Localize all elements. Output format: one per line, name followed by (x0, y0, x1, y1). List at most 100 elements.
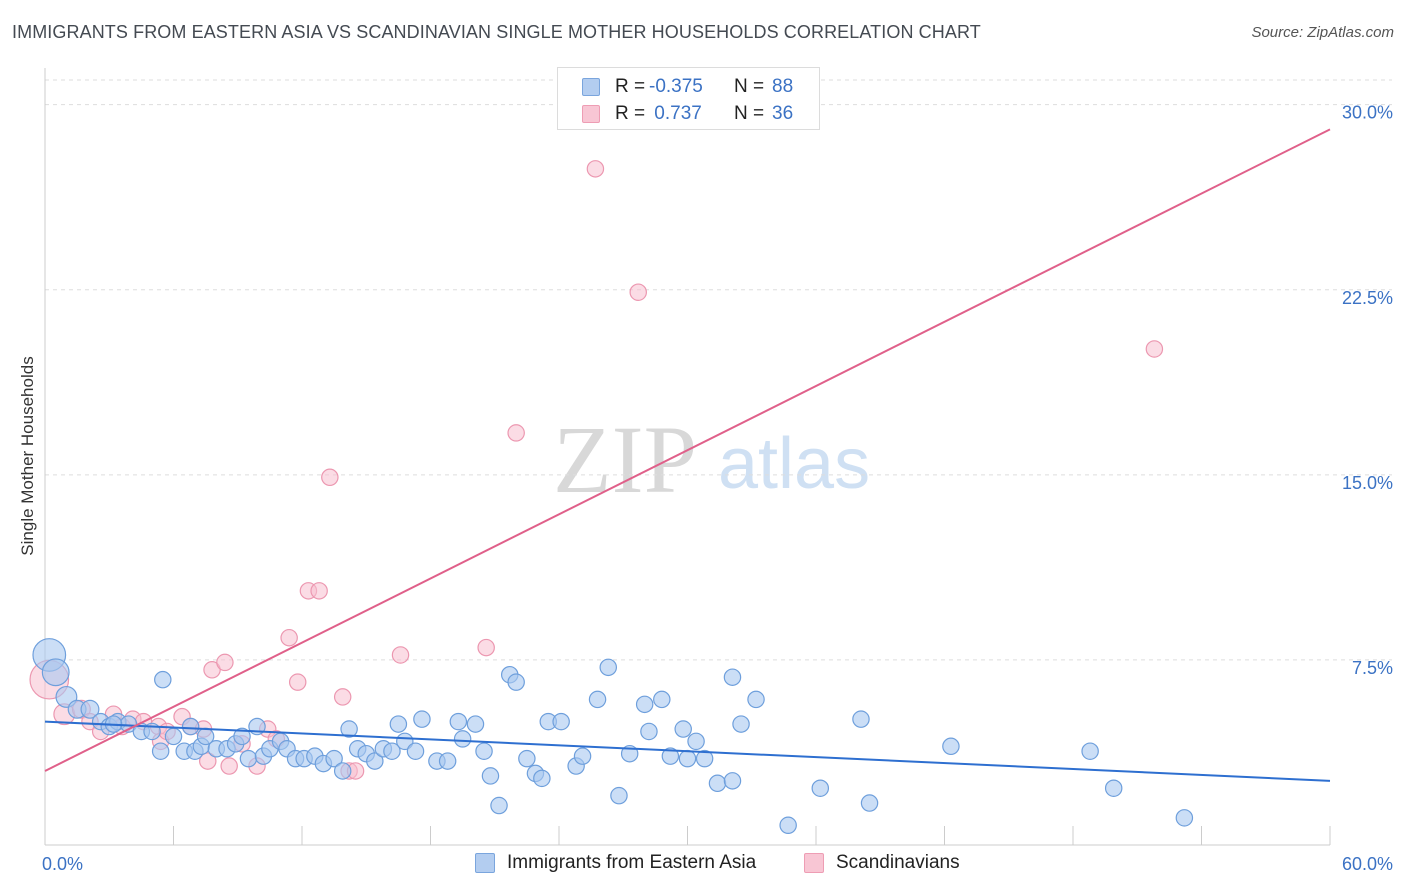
eastern-asia-point (552, 712, 570, 731)
watermark-atlas: atlas (718, 424, 870, 504)
eastern-asia-point (695, 749, 714, 768)
eastern-asia-point (610, 786, 628, 805)
chart-title: IMMIGRANTS FROM EASTERN ASIA VS SCANDINA… (12, 22, 981, 42)
eastern-asia-point (490, 796, 508, 815)
scandinavians-point (477, 638, 495, 657)
trend-lines (44, 128, 1331, 782)
eastern-asia-point (239, 749, 258, 768)
scandinavians-point (629, 283, 647, 301)
eastern-asia-point (811, 779, 830, 797)
eastern-asia-point (389, 715, 408, 733)
legend-swatch-pink (582, 105, 600, 123)
y-axis-label: Single Mother Households (18, 356, 37, 556)
source-credit: Source: ZipAtlas.com (1251, 24, 1394, 41)
eastern-asia-point (723, 668, 742, 686)
eastern-asia-point (41, 658, 70, 687)
y-tick-label: 15.0% (1342, 473, 1393, 493)
scandinavians-point (333, 688, 352, 706)
eastern-asia-point (333, 762, 352, 780)
axes (44, 68, 1331, 846)
legend-n-value: 36 (772, 103, 794, 124)
series-legend-label: Immigrants from Eastern Asia (507, 852, 757, 873)
eastern-asia-point (151, 742, 170, 760)
eastern-asia-point (154, 670, 172, 689)
eastern-asia-point (533, 769, 551, 788)
eastern-asia-point (383, 742, 401, 760)
eastern-asia-point (661, 747, 680, 765)
eastern-asia-point (413, 710, 431, 728)
eastern-asia-point (438, 752, 457, 770)
scandinavians-point (1145, 340, 1164, 358)
eastern-asia-point (640, 722, 658, 741)
eastern-asia-point (732, 715, 750, 733)
eastern-asia-point (518, 749, 536, 768)
eastern-asia-point (507, 673, 525, 691)
eastern-asia-point (340, 720, 358, 738)
y-tick-label: 22.5% (1342, 288, 1393, 308)
eastern-asia-point (406, 742, 425, 760)
eastern-asia-point (573, 747, 592, 765)
eastern-asia-point (475, 742, 493, 760)
eastern-asia-point (653, 690, 671, 709)
scandinavians-point (203, 661, 221, 679)
scandinavians-point (199, 752, 217, 770)
scandinavians-trend-line (44, 128, 1331, 772)
zipatlas-watermark: ZIP atlas (553, 406, 870, 513)
eastern-asia-points (32, 638, 1194, 835)
correlation-legend: R = -0.375 N = 88 R = 0.737 N = 36 (557, 67, 820, 130)
eastern-asia-point (747, 690, 765, 709)
eastern-asia-point (366, 752, 384, 770)
scandinavians-point (310, 582, 328, 600)
scandinavians-point (280, 628, 298, 647)
scandinavians-point (216, 653, 234, 672)
eastern-asia-point (1104, 779, 1123, 797)
eastern-asia-point (1081, 742, 1099, 760)
eastern-asia-point (181, 717, 200, 736)
tick-labels: 7.5% 15.0% 22.5% 30.0% 0.0% 60.0% (42, 103, 1393, 874)
y-tick-label: 7.5% (1352, 658, 1393, 678)
legend-n-label: N = (734, 76, 765, 97)
scandinavians-point (507, 424, 525, 442)
eastern-asia-point (449, 712, 468, 731)
scandinavians-point (586, 160, 605, 178)
legend-r-value: 0.737 (649, 103, 702, 124)
eastern-asia-point (599, 658, 618, 677)
x-tick-label: 0.0% (42, 854, 83, 874)
eastern-asia-point (325, 749, 343, 768)
eastern-asia-point (233, 727, 251, 746)
legend-r-label: R = (615, 103, 646, 124)
legend-n-label: N = (734, 103, 765, 124)
scandinavians-point (321, 468, 339, 487)
y-tick-label: 30.0% (1342, 103, 1393, 123)
series-legend-label: Scandinavians (836, 852, 960, 873)
eastern-asia-point (453, 730, 472, 748)
grid-lines (45, 79, 1392, 661)
eastern-asia-point (674, 720, 692, 738)
eastern-asia-point (779, 816, 797, 835)
scandinavians-point (288, 673, 307, 691)
eastern-asia-point (481, 767, 500, 785)
eastern-asia-point (80, 699, 100, 719)
scandinavians-point (220, 757, 238, 775)
eastern-asia-point (466, 715, 485, 733)
eastern-asia-point (852, 710, 870, 728)
watermark-zip: ZIP (553, 406, 697, 513)
eastern-asia-point (678, 749, 697, 768)
legend-swatch-blue (582, 78, 600, 96)
eastern-asia-point (723, 772, 742, 790)
eastern-asia-point (860, 794, 879, 812)
eastern-asia-trend-line (44, 720, 1331, 782)
eastern-asia-point (164, 727, 183, 746)
series-swatch-pink (804, 853, 824, 873)
eastern-asia-point (942, 737, 960, 756)
eastern-asia-point (1175, 809, 1194, 827)
eastern-asia-point (687, 732, 705, 751)
x-tick-label: 60.0% (1342, 854, 1393, 874)
eastern-asia-point (635, 695, 654, 714)
legend-r-label: R = (615, 76, 646, 97)
legend-r-value: -0.375 (649, 76, 703, 97)
eastern-asia-point (588, 690, 607, 709)
eastern-asia-point (708, 774, 727, 793)
legend-n-value: 88 (772, 76, 794, 97)
